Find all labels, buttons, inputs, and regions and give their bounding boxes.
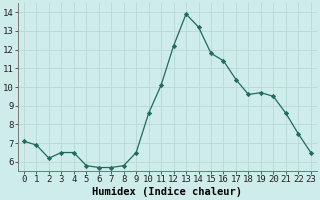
X-axis label: Humidex (Indice chaleur): Humidex (Indice chaleur)	[92, 187, 242, 197]
